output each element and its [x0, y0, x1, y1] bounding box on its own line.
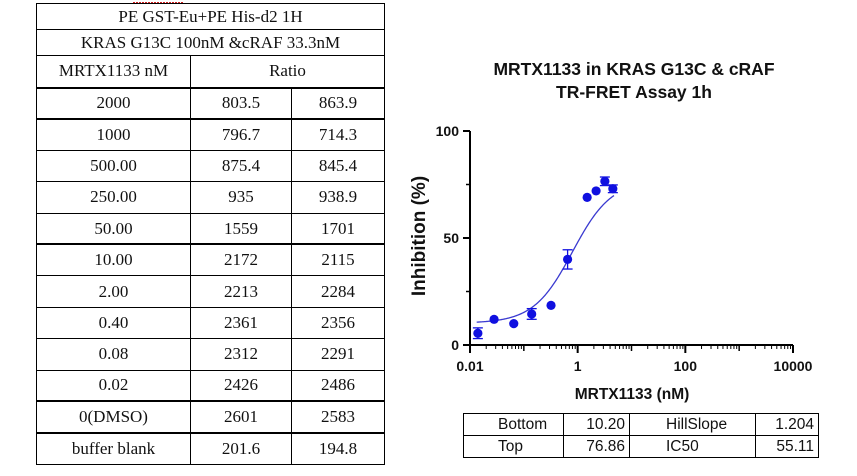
table-row: 0.08 2312 2291 [36, 338, 386, 371]
col-header-concentration: MRTX1133 nM [36, 55, 191, 88]
data-point [473, 328, 483, 338]
x-axis-label: MRTX1133 (nM) [575, 386, 690, 403]
table-title-line2: KRAS G13C 100nM &cRAF 33.3nM [35, 29, 386, 56]
hillslope-value: 1.204 [755, 413, 819, 436]
ratio2-cell: 845.4 [290, 149, 386, 183]
table-title-line1: PE GST-Eu+PE His-d2 1H [35, 3, 386, 30]
x-tick-label: 0.01 [456, 358, 483, 374]
top-value: 76.86 [563, 435, 630, 458]
table-body: 2000 803.5 863.9 1000 796.7 714.3 500.00 875.4 8… [36, 86, 386, 465]
fit-parameters-table: Bottom 10.20 HillSlope 1.204 Top 76.86 I… [463, 413, 819, 458]
top-label: Top [463, 435, 564, 458]
y-tick-label: 0 [451, 337, 459, 353]
x-tick-label: 1 [574, 358, 582, 374]
data-point [509, 319, 519, 329]
col-header-ratio: Ratio [189, 55, 386, 88]
data-point [546, 300, 556, 311]
ratio1-cell: 803.5 [190, 86, 292, 120]
y-tick-label: 100 [436, 123, 460, 139]
x-tick-label: 10000 [774, 358, 813, 374]
table-row: 0(DMSO) 2601 2583 [36, 400, 386, 434]
table-row: 50.00 1559 1701 [36, 212, 386, 245]
table-row: 0.40 2361 2356 [36, 306, 386, 340]
ratio1-cell: 2426 [190, 369, 292, 402]
ratio2-cell: 2583 [290, 400, 386, 434]
ratio-data-table: PE GST-Eu+PE His-d2 1H KRAS G13C 100nM &… [35, 3, 386, 465]
table-row: 2.00 2213 2284 [36, 275, 386, 308]
ratio1-cell: 796.7 [190, 117, 292, 151]
conc-cell: 250.00 [36, 181, 191, 214]
ratio1-cell: 2361 [190, 306, 292, 340]
y-axis-label: Inhibition (%) [409, 176, 430, 296]
data-point [591, 186, 601, 196]
conc-cell: 50.00 [36, 212, 191, 245]
data-point [562, 254, 573, 264]
conc-cell: 0(DMSO) [36, 400, 191, 434]
ratio1-cell: 1559 [190, 212, 292, 245]
table-row: buffer blank 201.6 194.8 [36, 431, 386, 465]
table-row: 1000 796.7 714.3 [36, 117, 386, 151]
data-point [582, 192, 592, 202]
table-row: 250.00 935 938.9 [36, 181, 386, 214]
data-point [527, 309, 537, 319]
conc-cell: 0.08 [36, 338, 191, 371]
ratio2-cell: 2291 [290, 338, 386, 371]
x-tick-label: 100 [674, 358, 698, 374]
hillslope-label: HillSlope [629, 413, 756, 436]
data-points-group [472, 176, 618, 340]
ratio2-cell: 938.9 [290, 181, 386, 214]
conc-cell: 2.00 [36, 275, 191, 308]
ratio2-cell: 714.3 [290, 117, 386, 151]
ratio2-cell: 863.9 [290, 86, 386, 120]
ratio2-cell: 2356 [290, 306, 386, 340]
ratio2-cell: 2486 [290, 369, 386, 402]
chart-title-line2: TR-FRET Assay 1h [556, 82, 712, 102]
conc-cell: 1000 [36, 117, 191, 151]
ic50-label: IC50 [629, 435, 756, 458]
ratio1-cell: 935 [190, 181, 292, 214]
ratio1-cell: 875.4 [190, 149, 292, 183]
ratio1-cell: 2213 [190, 275, 292, 308]
conc-cell: buffer blank [36, 431, 191, 465]
dose-response-chart: MRTX1133 in KRAS G13C & cRAF TR-FRET Ass… [409, 59, 813, 403]
table-row: 0.02 2426 2486 [36, 369, 386, 402]
ratio2-cell: 1701 [290, 212, 386, 245]
table-row: 2000 803.5 863.9 [36, 86, 386, 120]
data-point [489, 314, 499, 324]
ratio2-cell: 2284 [290, 275, 386, 308]
data-point [600, 176, 610, 186]
ratio2-cell: 2115 [290, 243, 386, 277]
y-tick-label: 50 [443, 230, 459, 246]
ratio1-cell: 201.6 [190, 431, 292, 465]
data-point [608, 184, 618, 194]
chart-axes: 0 50 100 0.01 1 100 10000 [436, 123, 813, 374]
table-row: 10.00 2172 2115 [36, 243, 386, 277]
table-row: 500.00 875.4 845.4 [36, 149, 386, 183]
fit-curve-group [476, 195, 615, 323]
conc-cell: 2000 [36, 86, 191, 120]
ratio1-cell: 2601 [190, 400, 292, 434]
conc-cell: 500.00 [36, 149, 191, 183]
fit-curve [476, 195, 615, 323]
ratio1-cell: 2312 [190, 338, 292, 371]
ratio2-cell: 194.8 [290, 431, 386, 465]
conc-cell: 10.00 [36, 243, 191, 277]
conc-cell: 0.40 [36, 306, 191, 340]
chart-title-line1: MRTX1133 in KRAS G13C & cRAF [493, 59, 774, 79]
bottom-value: 10.20 [563, 413, 630, 436]
ratio1-cell: 2172 [190, 243, 292, 277]
conc-cell: 0.02 [36, 369, 191, 402]
ic50-value: 55.11 [755, 435, 819, 458]
bottom-label: Bottom [463, 413, 564, 436]
